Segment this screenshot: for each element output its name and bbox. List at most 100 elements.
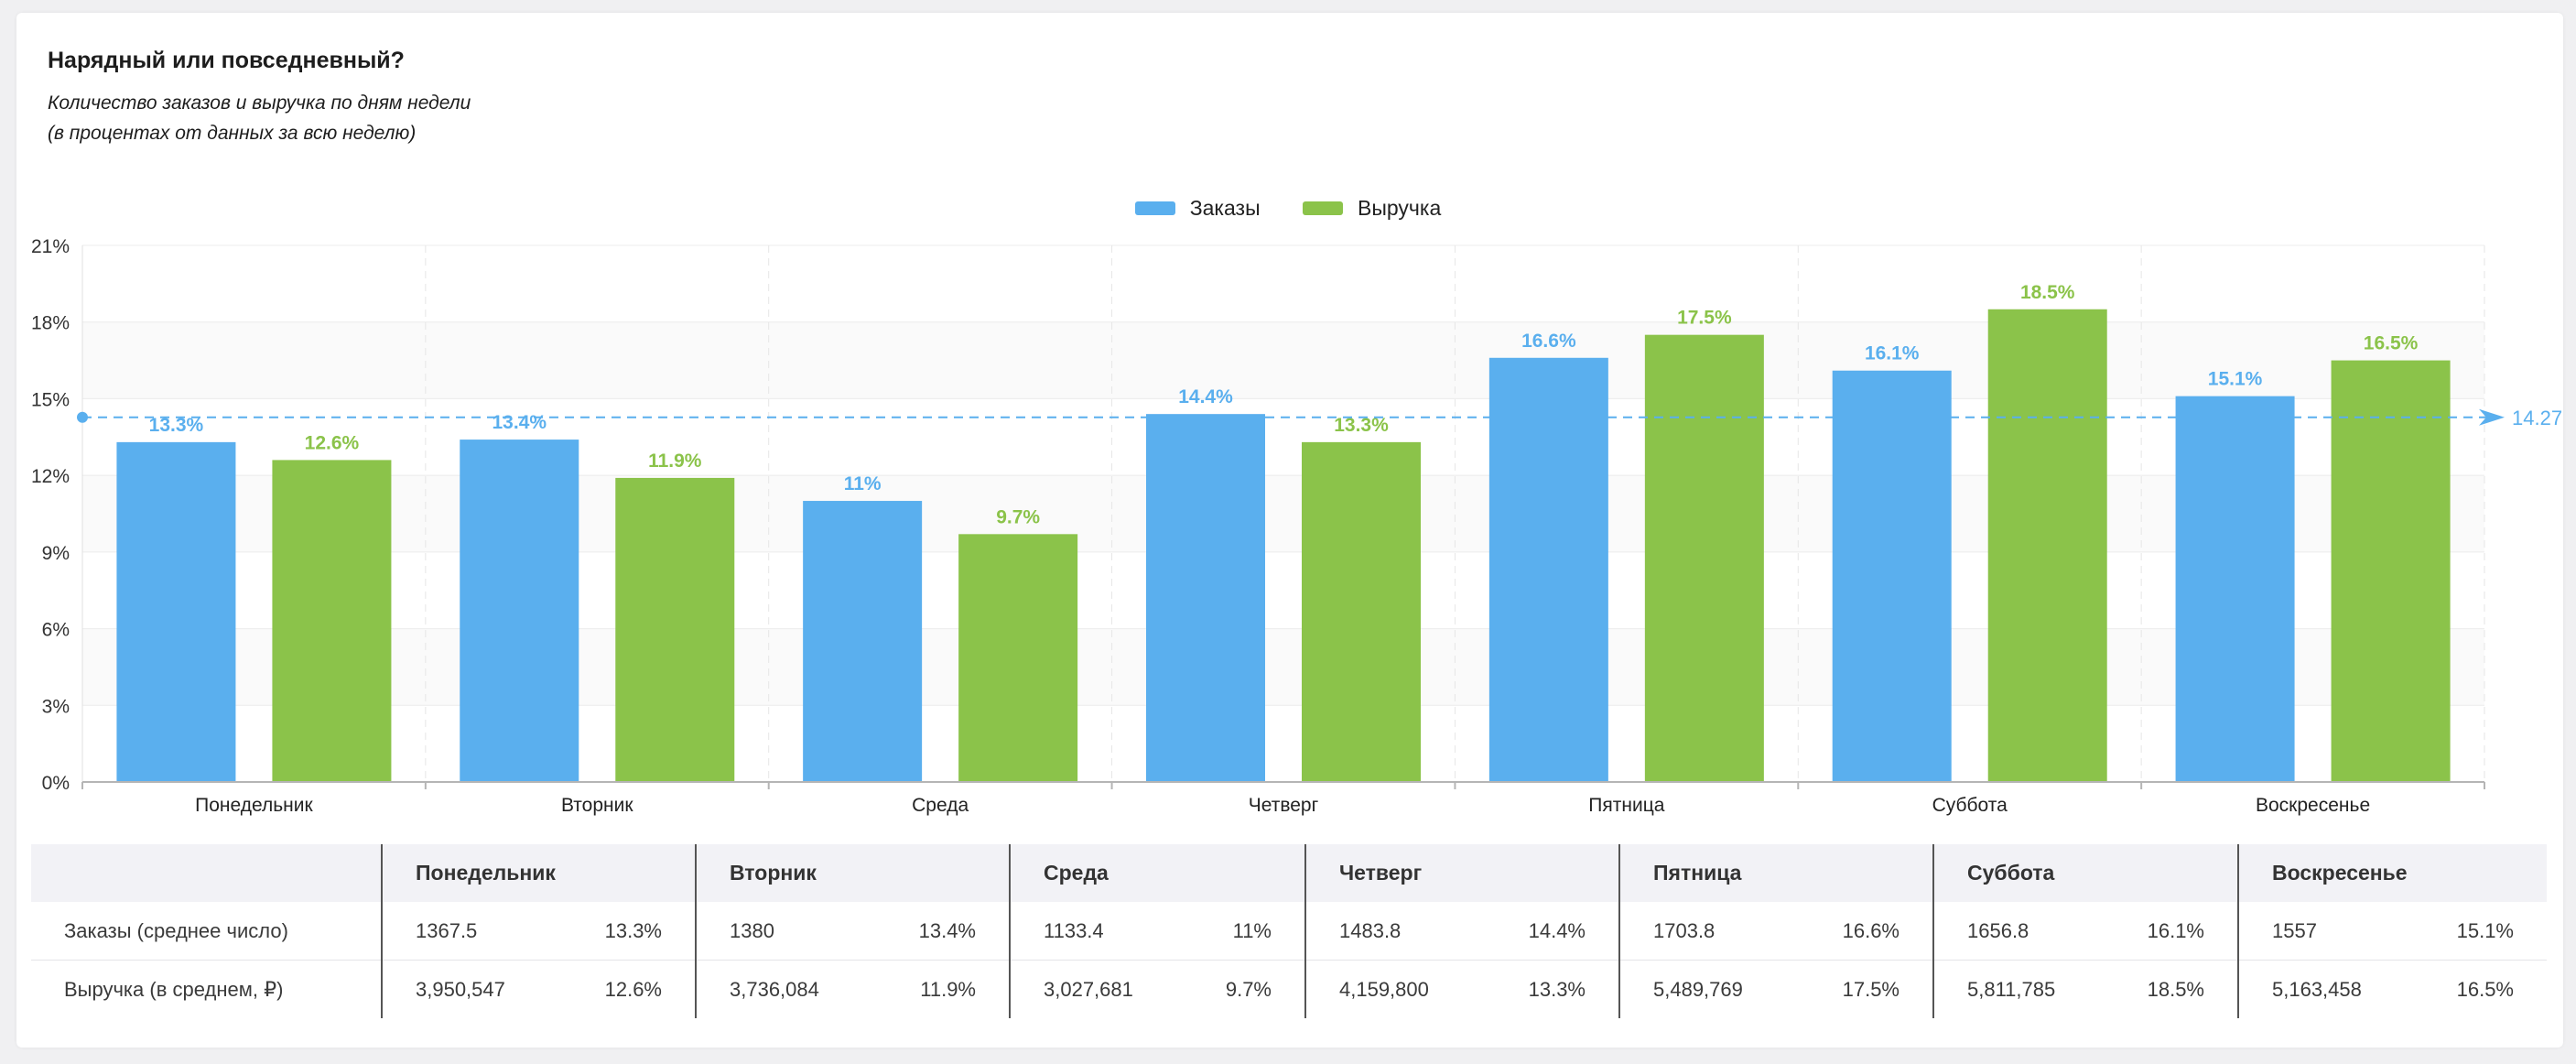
legend-swatch-revenue bbox=[1303, 201, 1343, 215]
table-header-day: Воскресенье bbox=[2237, 844, 2547, 902]
bar-data-label: 14.4% bbox=[1178, 386, 1233, 407]
table-row: Заказы (среднее число) 1367.5 13.3% 1380 13.… bbox=[31, 902, 2547, 961]
bar-revenue[interactable] bbox=[1644, 334, 1764, 782]
legend-item-revenue[interactable]: Выручка bbox=[1303, 196, 1441, 221]
bar-revenue[interactable] bbox=[1302, 441, 1421, 782]
x-tick-label: Четверг bbox=[1249, 795, 1319, 816]
table-cell-value: 4,159,800 bbox=[1339, 977, 1429, 1001]
table-cell: 1703.8 16.6% bbox=[1618, 902, 1933, 961]
y-tick-label: 18% bbox=[31, 313, 70, 334]
y-tick-label: 9% bbox=[42, 543, 70, 564]
table-cell-percent: 9.7% bbox=[1225, 977, 1272, 1001]
table-cell: 5,489,769 17.5% bbox=[1618, 960, 1933, 1018]
table-cell-value: 1703.8 bbox=[1653, 918, 1716, 942]
table-cell-value: 1380 bbox=[730, 918, 774, 942]
bar-orders[interactable] bbox=[1488, 357, 1608, 782]
bar-orders[interactable] bbox=[1146, 414, 1265, 782]
table-header-day: Понедельник bbox=[381, 844, 696, 902]
bar-data-label: 9.7% bbox=[996, 506, 1040, 527]
bar-orders[interactable] bbox=[2175, 396, 2295, 782]
bar-orders[interactable] bbox=[460, 440, 579, 782]
bar-data-label: 13.3% bbox=[149, 415, 204, 436]
x-tick-label: Воскресенье bbox=[2256, 795, 2370, 816]
chart-legend: Заказы Выручка bbox=[0, 196, 2576, 221]
average-line-label: 14.27 bbox=[2512, 407, 2562, 429]
table-cell-value: 1367.5 bbox=[416, 918, 478, 942]
bar-data-label: 17.5% bbox=[1677, 308, 1732, 329]
bar-revenue[interactable] bbox=[1987, 309, 2107, 782]
table-cell: 1133.4 11% bbox=[1009, 902, 1305, 961]
average-line-arrow-icon bbox=[2479, 408, 2505, 426]
table-header-empty bbox=[31, 844, 382, 902]
y-tick-label: 6% bbox=[42, 620, 70, 641]
table-cell-value: 1483.8 bbox=[1339, 918, 1402, 942]
y-tick-label: 0% bbox=[42, 773, 70, 794]
x-tick-label: Среда bbox=[912, 795, 969, 816]
table-cell-value: 5,163,458 bbox=[2272, 977, 2362, 1001]
table-cell-value: 5,811,785 bbox=[1967, 977, 2056, 1001]
bar-revenue[interactable] bbox=[958, 534, 1078, 782]
chart-subtitle: Количество заказов и выручка по дням нед… bbox=[48, 88, 471, 148]
table-cell-percent: 13.3% bbox=[1528, 977, 1586, 1001]
bar-revenue[interactable] bbox=[2331, 360, 2451, 782]
legend-label-orders: Заказы bbox=[1189, 196, 1261, 220]
table-cell-percent: 15.1% bbox=[2456, 918, 2514, 942]
y-tick-label: 21% bbox=[31, 236, 70, 257]
table-cell-value: 1656.8 bbox=[1967, 918, 2029, 942]
table-cell-percent: 11% bbox=[1232, 918, 1272, 942]
bar-data-label: 15.1% bbox=[2208, 369, 2263, 390]
table-cell-value: 5,489,769 bbox=[1653, 977, 1743, 1001]
table-row-label: Заказы (среднее число) bbox=[31, 902, 382, 961]
table-header-day: Суббота bbox=[1932, 844, 2238, 902]
y-tick-label: 15% bbox=[31, 389, 70, 410]
legend-label-revenue: Выручка bbox=[1358, 196, 1442, 220]
table-cell: 1380 13.4% bbox=[695, 902, 1010, 961]
x-tick-label: Вторник bbox=[561, 795, 633, 816]
bar-data-label: 18.5% bbox=[2020, 282, 2075, 303]
subtitle-line-1: Количество заказов и выручка по дням нед… bbox=[48, 92, 471, 114]
table-cell: 1557 15.1% bbox=[2237, 902, 2547, 961]
grid-band bbox=[82, 628, 2484, 706]
table-cell-percent: 14.4% bbox=[1528, 918, 1586, 942]
bar-revenue[interactable] bbox=[615, 477, 735, 782]
grid-band bbox=[82, 321, 2484, 399]
table-cell: 3,027,681 9.7% bbox=[1009, 960, 1305, 1018]
bar-orders[interactable] bbox=[1832, 370, 1952, 782]
bar-data-label: 11% bbox=[844, 473, 882, 494]
table-header-day: Среда bbox=[1009, 844, 1305, 902]
subtitle-line-2: (в процентах от данных за всю неделю) bbox=[48, 123, 417, 144]
bar-orders[interactable] bbox=[116, 441, 236, 782]
chart-title: Нарядный или повседневный? bbox=[48, 48, 405, 73]
bar-data-label: 13.4% bbox=[492, 412, 547, 433]
bar-data-label: 16.6% bbox=[1521, 331, 1576, 352]
table-header-day: Вторник bbox=[695, 844, 1010, 902]
table-cell: 1367.5 13.3% bbox=[381, 902, 696, 961]
table-cell-value: 3,950,547 bbox=[416, 977, 505, 1001]
table-cell-value: 1557 bbox=[2272, 918, 2317, 942]
average-line-start-dot bbox=[77, 411, 88, 423]
legend-item-orders[interactable]: Заказы bbox=[1134, 196, 1261, 221]
table-header-day: Пятница bbox=[1618, 844, 1933, 902]
table-cell-percent: 18.5% bbox=[2147, 977, 2204, 1001]
table-cell: 3,736,084 11.9% bbox=[695, 960, 1010, 1018]
table-cell: 3,950,547 12.6% bbox=[381, 960, 696, 1018]
table-cell-value: 3,027,681 bbox=[1044, 977, 1133, 1001]
table-cell-percent: 13.4% bbox=[918, 918, 976, 942]
bar-revenue[interactable] bbox=[272, 460, 392, 782]
data-table: Понедельник Вторник Среда Четверг Пятниц… bbox=[31, 844, 2547, 1018]
bar-data-label: 13.3% bbox=[1334, 415, 1389, 436]
bar-orders[interactable] bbox=[803, 501, 923, 782]
table-header-row: Понедельник Вторник Среда Четверг Пятниц… bbox=[31, 844, 2547, 902]
table-cell: 1656.8 16.1% bbox=[1932, 902, 2238, 961]
x-tick-label: Суббота bbox=[1932, 795, 2008, 816]
x-tick-label: Пятница bbox=[1588, 795, 1664, 816]
bar-data-label: 11.9% bbox=[648, 451, 702, 472]
table-cell-percent: 13.3% bbox=[604, 918, 662, 942]
grid-band bbox=[82, 475, 2484, 552]
bar-data-label: 16.5% bbox=[2364, 333, 2419, 354]
table-cell-value: 3,736,084 bbox=[730, 977, 819, 1001]
x-tick-label: Понедельник bbox=[195, 795, 313, 816]
bar-chart: 0% 3% 6% 9% 12% 15% 18% 21% 13.3% 12.6% Понедельни… bbox=[31, 236, 2562, 816]
table-cell-percent: 16.5% bbox=[2456, 977, 2514, 1001]
y-tick-label: 12% bbox=[31, 466, 70, 487]
